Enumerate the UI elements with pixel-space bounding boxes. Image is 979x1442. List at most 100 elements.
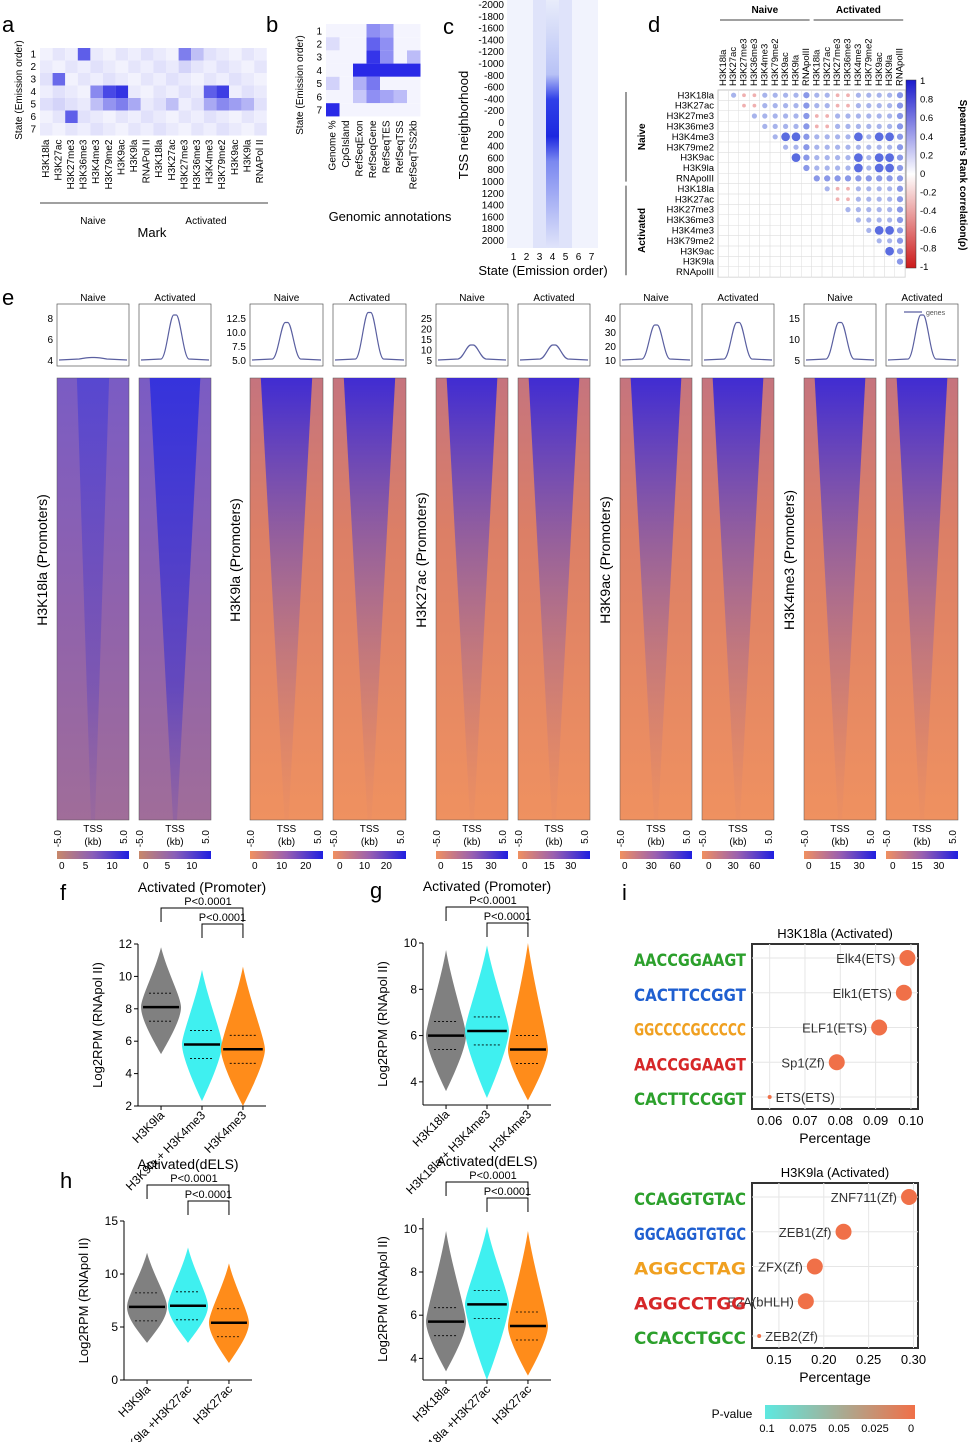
- state-tick: 7: [316, 105, 322, 116]
- matrix-cell: [738, 141, 750, 153]
- heatmap-signal: [630, 378, 682, 820]
- tss-label: TSS: [165, 824, 185, 835]
- colorbar-tick: 10: [359, 861, 371, 872]
- category-label: H3K27ac: [489, 1382, 534, 1427]
- motif-logo: GGCAGGTGTGC: [634, 1225, 746, 1245]
- mark-label: H3K9ac (Promoters): [597, 496, 613, 624]
- matrix-cell: [717, 162, 729, 174]
- profile-ytick: 25: [421, 314, 433, 325]
- violin-ylabel: Log2RPM (RNApol II): [375, 961, 390, 1087]
- motif-label: Elk1(ETS): [833, 986, 892, 1001]
- correlation-dot: [896, 227, 904, 234]
- matrix-cell: [769, 183, 781, 195]
- category-label: H3K9la: [129, 1108, 167, 1146]
- violin-body: [426, 1230, 467, 1372]
- legend-tick: 0: [908, 1423, 914, 1435]
- heatmap-cell: [153, 60, 166, 73]
- mark-label: H3K4me3: [205, 139, 216, 184]
- matrix-cell: [894, 266, 906, 278]
- heatmap-cell: [128, 98, 141, 111]
- matrix-cell: [821, 235, 833, 247]
- panel-a-group-naive: Naive: [80, 216, 106, 227]
- correlation-dot: [896, 196, 904, 203]
- heatmap-cell: [353, 76, 367, 90]
- matrix-cell: [811, 193, 823, 205]
- x-tick-label: 0.20: [811, 1352, 836, 1367]
- heatmap-cell: [103, 123, 116, 136]
- correlation-dot: [887, 144, 893, 150]
- matrix-cell: [863, 245, 875, 257]
- colorbar-tick: 0: [706, 861, 712, 872]
- legend-tick: 0.075: [789, 1423, 817, 1435]
- colorbar-tick: 0: [59, 861, 65, 872]
- heatmap-cell: [353, 37, 367, 51]
- matrix-cell: [769, 256, 781, 267]
- axis-tick-left: -5.0: [616, 830, 627, 848]
- profile-line: [334, 311, 405, 361]
- heatmap-cell: [241, 60, 255, 73]
- motif-label: Elk4(ETS): [836, 951, 895, 966]
- heatmap-cell: [153, 98, 166, 111]
- correlation-dot: [887, 103, 893, 109]
- state-tick: 5: [563, 252, 569, 263]
- correlation-dot: [855, 144, 862, 150]
- matrix-cell: [717, 110, 729, 122]
- correlation-dot: [803, 112, 810, 120]
- correlation-dot: [896, 112, 904, 120]
- tss-label: TSS: [462, 824, 482, 835]
- matrix-cell: [853, 224, 864, 236]
- row-mark-label: RNApolII: [676, 174, 714, 185]
- correlation-dot: [846, 197, 850, 202]
- matrix-cell: [790, 235, 802, 247]
- heatmap-cell: [153, 85, 166, 98]
- correlation-dot: [896, 175, 904, 182]
- heatmap-cell: [339, 76, 353, 90]
- violin-body: [127, 1252, 168, 1343]
- tss-label: TSS: [646, 824, 666, 835]
- correlation-dot: [824, 134, 830, 140]
- correlation-dot: [874, 132, 884, 142]
- kb-label: (kb): [166, 837, 183, 848]
- motif-logo: AACCGGAAGT: [634, 951, 746, 971]
- colorbar: [57, 851, 129, 859]
- correlation-dot: [814, 124, 819, 129]
- mark-label: H3K18la (Promoters): [34, 494, 50, 626]
- matrix-cell: [717, 131, 729, 143]
- axis-tick-right: 5.0: [764, 830, 775, 844]
- profile-ytick: 40: [605, 314, 617, 325]
- matrix-cell: [759, 131, 771, 143]
- matrix-cell: [717, 120, 729, 132]
- category-label: H3K27ac: [190, 1382, 235, 1427]
- profile-ytick: 5: [794, 356, 800, 367]
- sig-bracket: [201, 923, 244, 938]
- colorbar-tick: 30: [933, 861, 945, 872]
- profile-frame: [619, 303, 693, 367]
- colorbar-tick: 0: [252, 861, 258, 872]
- tss-tick: -400: [484, 94, 504, 105]
- heatmap-cell: [216, 98, 229, 111]
- heatmap-cell: [166, 123, 179, 136]
- correlation-dot: [824, 175, 831, 182]
- correlation-dot: [835, 197, 840, 202]
- matrix-cell: [749, 224, 760, 236]
- heatmap-cell: [380, 103, 394, 117]
- correlation-dot: [824, 92, 830, 98]
- correlation-dot: [885, 132, 894, 142]
- row-mark-label: H3K27me3: [666, 205, 714, 216]
- y-tick-label: 10: [404, 936, 418, 950]
- tss-tick: -600: [484, 83, 504, 94]
- correlation-dot: [783, 113, 789, 119]
- correlation-dot: [803, 92, 810, 99]
- correlation-dot: [835, 144, 841, 150]
- profile-ytick: 7.5: [232, 342, 246, 353]
- correlation-dot: [887, 123, 893, 129]
- colorbar-tick: 10: [276, 861, 288, 872]
- correlation-dot: [866, 227, 872, 233]
- panel-d-colorbar-label: Spearman's Rank correlation(ρ): [957, 100, 968, 251]
- col-mark-label: H3K18la: [811, 49, 822, 86]
- matrix-cell: [832, 235, 844, 247]
- matrix-cell: [717, 141, 729, 153]
- row-mark-label: H3K27ac: [675, 101, 714, 112]
- heatmap-cell: [178, 110, 192, 123]
- correlation-dot: [876, 196, 882, 202]
